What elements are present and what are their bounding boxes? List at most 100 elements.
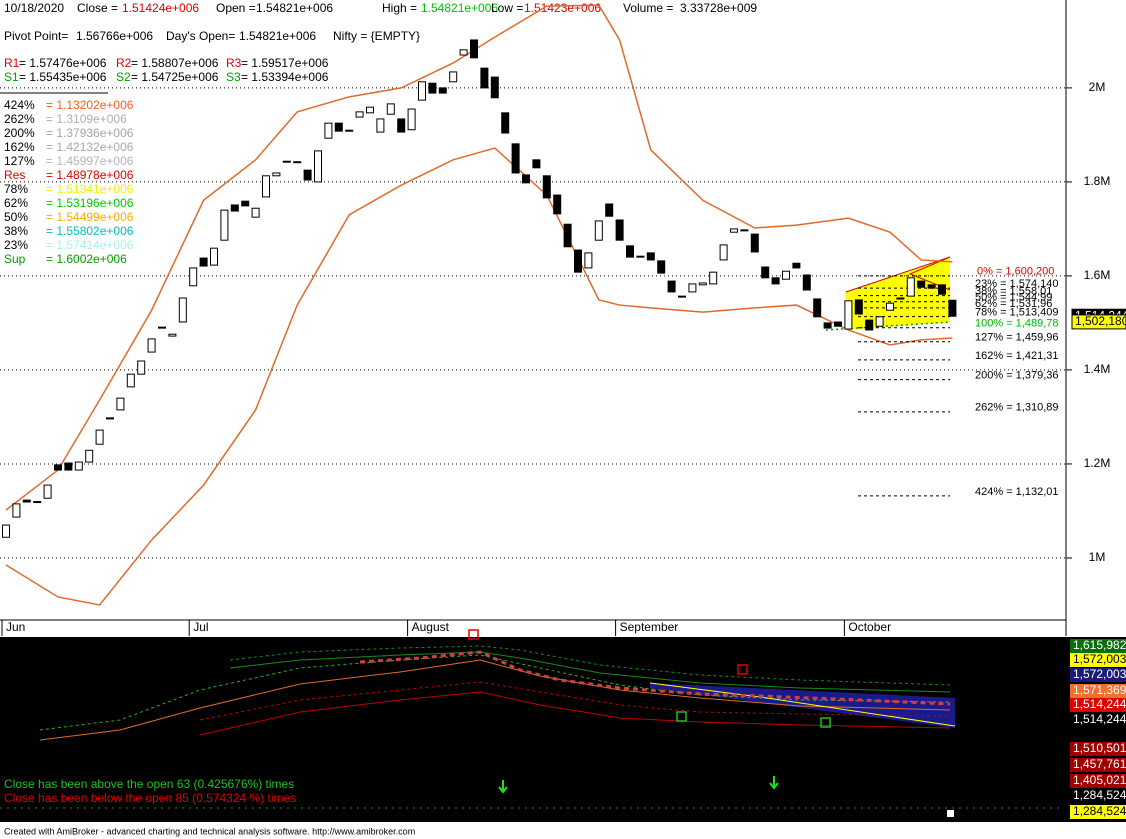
candle (334, 122, 343, 132)
x-tick-label: Jul (193, 620, 208, 634)
indicator-tag-label: 1,572,003 (1073, 667, 1126, 681)
level-name: R2 (116, 56, 132, 70)
fib-name: 23% (4, 238, 28, 252)
candle (740, 229, 749, 232)
pivot-label: Pivot Point= (4, 29, 68, 43)
candle (345, 129, 354, 132)
fib-value: = 1.45997e+006 (46, 154, 134, 168)
candle (2, 524, 10, 538)
indicator-line (199, 691, 951, 736)
candle (636, 255, 645, 258)
fib-value: = 1.48978e+006 (46, 168, 134, 182)
level-name: S3 (226, 70, 241, 84)
level-value: = 1.58807e+006 (131, 56, 219, 70)
candle (626, 245, 634, 258)
y-tick-label: 1.4M (1084, 362, 1111, 376)
fib-value: = 1.55802e+006 (46, 224, 134, 238)
high-label: High = (382, 1, 417, 15)
level-name: R3 (226, 56, 242, 70)
indicator-tag (1070, 774, 1126, 788)
candle (210, 247, 218, 266)
candle (854, 299, 863, 315)
candle (771, 277, 780, 285)
fib-trend (845, 256, 951, 293)
y-tick-label: 1.8M (1084, 174, 1111, 188)
signal-marker (737, 664, 748, 675)
fib-label: 50% = 1,544,99 (975, 292, 1052, 304)
indicator-line (229, 645, 951, 686)
band-upper (5, 4, 953, 511)
candle (106, 417, 114, 420)
candle (220, 209, 229, 241)
candle (896, 297, 905, 300)
indicator-tag-label: 1,284,524 (1073, 788, 1126, 802)
indicator-tag (1070, 713, 1126, 727)
candle (698, 282, 707, 286)
fib-name: 38% (4, 224, 28, 238)
arrow (498, 780, 508, 794)
indicator-line (39, 659, 951, 741)
close-label: Close = (77, 1, 118, 15)
candle (719, 244, 728, 261)
indicator-tag (1070, 789, 1126, 803)
candle (428, 82, 437, 94)
x-tick-label: September (620, 620, 679, 634)
candle (366, 106, 374, 114)
level-name: S2 (116, 70, 131, 84)
close-value: 1.51424e+006 (122, 1, 199, 15)
candle (418, 81, 426, 101)
candle (303, 169, 312, 181)
arrow (769, 776, 779, 790)
candle (688, 283, 697, 293)
level-name: S1 (4, 70, 19, 84)
price-tag-label: 1,502,180 (1075, 314, 1126, 328)
fib-label: 127% = 1,459,96 (975, 332, 1059, 344)
indicator-tag-label: 1,514,244 (1073, 712, 1126, 726)
level-value: = 1.54725e+006 (131, 70, 219, 84)
fib-label: 262% = 1,310,89 (975, 402, 1059, 414)
volume-value: 3.33728e+009 (680, 1, 757, 15)
candle (605, 203, 614, 217)
fib-label: 38% = 1,558,01 (975, 286, 1052, 298)
indicator-tag (1070, 742, 1126, 756)
level-name: R1 (4, 56, 20, 70)
fib-value: = 1.37936e+006 (46, 126, 134, 140)
fib-zone (846, 257, 950, 330)
signal-marker (468, 629, 479, 640)
indicator-tag-label: 1,510,501 (1073, 741, 1126, 755)
candle (293, 161, 302, 164)
candle (615, 219, 624, 241)
y-tick-label: 1M (1089, 550, 1106, 564)
level-value: = 1.57476e+006 (19, 56, 107, 70)
candle (823, 322, 832, 329)
candle (116, 397, 125, 411)
candle (678, 295, 686, 298)
indicator-tag (1070, 668, 1126, 682)
days-open-value: 1.54821e+006 (239, 29, 316, 43)
candle (376, 118, 385, 133)
fib-label: 62% = 1,531,96 (975, 298, 1052, 310)
level-value: = 1.55435e+006 (19, 70, 107, 84)
candle (137, 360, 146, 375)
candle (938, 284, 946, 295)
candle (95, 429, 104, 445)
candle (875, 316, 884, 327)
candle (594, 220, 603, 241)
candle (501, 112, 510, 134)
candle (272, 172, 281, 177)
candle (480, 67, 489, 89)
candle (917, 280, 926, 288)
candle (657, 260, 666, 274)
candle (178, 297, 187, 323)
candle (147, 338, 156, 353)
indicator-candles (359, 650, 951, 706)
candle (355, 111, 364, 118)
fib-value: = 1.13202e+006 (46, 98, 134, 112)
candle (189, 267, 198, 287)
candle (74, 461, 83, 471)
candle (709, 271, 718, 285)
candle (584, 252, 593, 269)
candle (563, 223, 572, 248)
fib-name: Sup (4, 252, 26, 266)
open-label: Open = (216, 1, 256, 15)
